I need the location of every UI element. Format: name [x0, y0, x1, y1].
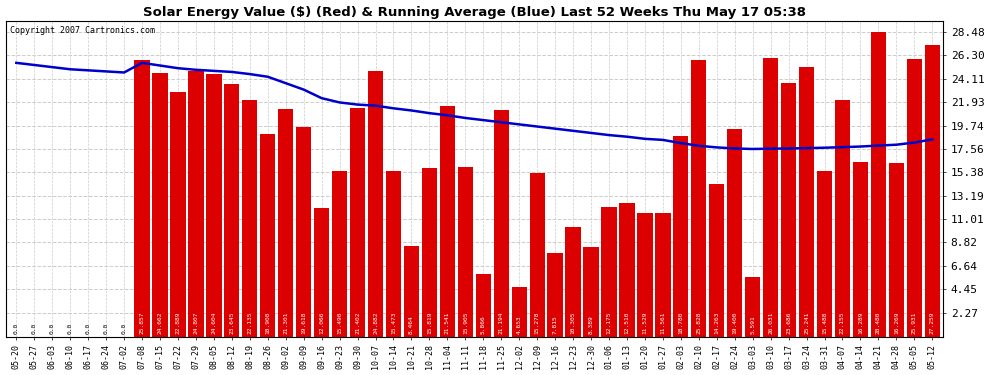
Bar: [817, 171, 833, 337]
Bar: [799, 67, 814, 337]
Bar: [332, 171, 347, 337]
Bar: [871, 32, 886, 337]
Bar: [135, 60, 149, 337]
Text: 0.0: 0.0: [122, 322, 127, 334]
Text: 18.780: 18.780: [678, 311, 683, 334]
Text: 28.480: 28.480: [876, 311, 881, 334]
Text: 12.510: 12.510: [625, 311, 630, 334]
Bar: [152, 73, 167, 337]
Text: 18.908: 18.908: [265, 311, 270, 334]
Bar: [727, 129, 742, 337]
Bar: [835, 100, 850, 337]
Text: 0.0: 0.0: [14, 322, 19, 334]
Text: 25.931: 25.931: [912, 311, 917, 334]
Text: 16.289: 16.289: [858, 311, 863, 334]
Bar: [925, 45, 940, 337]
Text: 8.464: 8.464: [409, 315, 414, 334]
Text: 24.807: 24.807: [193, 311, 198, 334]
Text: 7.815: 7.815: [552, 315, 557, 334]
Bar: [745, 277, 760, 337]
Text: 25.857: 25.857: [140, 311, 145, 334]
Text: 19.400: 19.400: [733, 311, 738, 334]
Text: 24.882: 24.882: [373, 311, 378, 334]
Text: 15.278: 15.278: [535, 311, 540, 334]
Bar: [349, 108, 365, 337]
Text: 5.866: 5.866: [481, 315, 486, 334]
Bar: [404, 246, 419, 337]
Text: 15.905: 15.905: [463, 311, 468, 334]
Bar: [475, 274, 491, 337]
Text: 12.175: 12.175: [607, 311, 612, 334]
Text: 5.591: 5.591: [750, 315, 755, 334]
Text: Copyright 2007 Cartronics.com: Copyright 2007 Cartronics.com: [10, 26, 155, 35]
Text: 19.618: 19.618: [301, 311, 306, 334]
Bar: [547, 253, 562, 337]
Bar: [314, 208, 330, 337]
Text: 0.0: 0.0: [67, 322, 72, 334]
Text: 8.389: 8.389: [588, 315, 594, 334]
Bar: [565, 226, 581, 337]
Title: Solar Energy Value ($) (Red) & Running Average (Blue) Last 52 Weeks Thu May 17 0: Solar Energy Value ($) (Red) & Running A…: [143, 6, 806, 18]
Bar: [655, 213, 670, 337]
Text: 27.259: 27.259: [930, 311, 935, 334]
Text: 24.662: 24.662: [157, 311, 162, 334]
Bar: [422, 168, 437, 337]
Bar: [206, 74, 222, 337]
Text: 21.541: 21.541: [445, 311, 449, 334]
Bar: [243, 100, 257, 337]
Text: 11.561: 11.561: [660, 311, 665, 334]
Text: 4.653: 4.653: [517, 315, 522, 334]
Bar: [673, 136, 688, 337]
Bar: [170, 92, 185, 337]
Bar: [494, 110, 509, 337]
Text: 22.889: 22.889: [175, 311, 180, 334]
Bar: [530, 173, 544, 337]
Bar: [889, 163, 904, 337]
Bar: [907, 59, 922, 337]
Bar: [512, 287, 527, 337]
Bar: [691, 60, 707, 337]
Text: 0.0: 0.0: [32, 322, 37, 334]
Text: 21.402: 21.402: [355, 311, 360, 334]
Text: 0.0: 0.0: [50, 322, 54, 334]
Bar: [278, 109, 293, 337]
Bar: [638, 213, 652, 337]
Text: 23.686: 23.686: [786, 311, 791, 334]
Text: 21.194: 21.194: [499, 311, 504, 334]
Bar: [368, 70, 383, 337]
Bar: [457, 166, 473, 337]
Text: 24.604: 24.604: [212, 311, 217, 334]
Text: 10.305: 10.305: [570, 311, 575, 334]
Bar: [620, 203, 635, 337]
Text: 15.490: 15.490: [338, 311, 343, 334]
Text: 21.301: 21.301: [283, 311, 288, 334]
Bar: [386, 171, 401, 337]
Text: 23.645: 23.645: [230, 311, 235, 334]
Bar: [188, 71, 204, 337]
Bar: [440, 106, 455, 337]
Text: 26.031: 26.031: [768, 311, 773, 334]
Bar: [296, 127, 311, 337]
Bar: [260, 135, 275, 337]
Text: 11.529: 11.529: [643, 311, 647, 334]
Text: 14.263: 14.263: [714, 311, 720, 334]
Text: 25.241: 25.241: [804, 311, 809, 334]
Text: 15.488: 15.488: [822, 311, 827, 334]
Text: 25.828: 25.828: [696, 311, 701, 334]
Text: 0.0: 0.0: [86, 322, 91, 334]
Text: 0.0: 0.0: [104, 322, 109, 334]
Text: 12.066: 12.066: [319, 311, 324, 334]
Bar: [709, 184, 725, 337]
Bar: [583, 247, 599, 337]
Bar: [224, 84, 240, 337]
Text: 15.819: 15.819: [427, 311, 432, 334]
Bar: [601, 207, 617, 337]
Bar: [763, 58, 778, 337]
Bar: [781, 83, 796, 337]
Text: 16.269: 16.269: [894, 311, 899, 334]
Text: 22.135: 22.135: [248, 311, 252, 334]
Text: 15.473: 15.473: [391, 311, 396, 334]
Bar: [852, 162, 868, 337]
Text: 22.155: 22.155: [840, 311, 845, 334]
